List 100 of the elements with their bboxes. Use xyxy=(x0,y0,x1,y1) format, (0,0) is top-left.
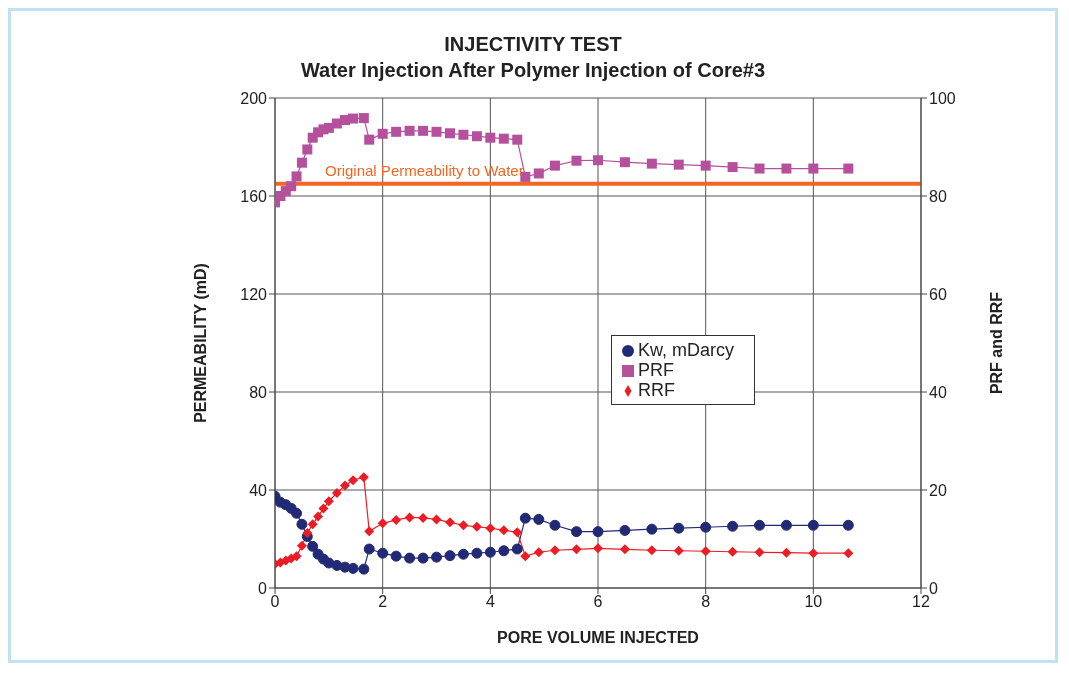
y2-tick-label: 40 xyxy=(929,383,947,401)
point xyxy=(549,545,560,556)
point xyxy=(646,523,658,535)
point xyxy=(519,512,531,524)
y2-axis-title: PRF and RRF xyxy=(987,291,1005,395)
point xyxy=(302,528,313,539)
y2-tick-label: 0 xyxy=(929,579,938,597)
point xyxy=(471,131,482,142)
point xyxy=(364,526,375,537)
y2-tick-label: 60 xyxy=(929,285,947,303)
point xyxy=(485,132,496,143)
y-tick-label: 80 xyxy=(249,383,268,401)
legend-label: Kw, mDarcy xyxy=(638,340,735,360)
point xyxy=(593,543,604,554)
point xyxy=(673,545,684,556)
point xyxy=(781,547,792,558)
point xyxy=(404,552,416,564)
point xyxy=(291,551,302,562)
point xyxy=(754,519,765,531)
point xyxy=(418,125,429,136)
point xyxy=(358,563,370,575)
point xyxy=(444,550,456,562)
point xyxy=(619,157,630,168)
point xyxy=(458,520,469,531)
point xyxy=(296,157,307,168)
point xyxy=(363,543,375,555)
y-tick-label: 0 xyxy=(258,579,268,597)
point xyxy=(498,133,509,144)
point xyxy=(348,475,359,486)
point xyxy=(331,487,342,498)
point xyxy=(348,113,359,124)
point xyxy=(302,144,313,155)
point xyxy=(842,519,854,531)
point xyxy=(291,507,303,519)
y-tick-label: 200 xyxy=(240,89,268,107)
point xyxy=(619,524,631,536)
point xyxy=(377,518,388,529)
point xyxy=(471,521,482,532)
point xyxy=(458,129,469,140)
point xyxy=(754,163,765,174)
point xyxy=(307,540,319,552)
point xyxy=(700,546,711,557)
point xyxy=(727,162,738,173)
point xyxy=(512,134,523,145)
point xyxy=(673,159,684,170)
point xyxy=(646,158,657,169)
point xyxy=(286,181,297,192)
x-tick-label: 2 xyxy=(378,593,388,611)
x-tick-label: 8 xyxy=(701,593,711,611)
chart-subtitle: Water Injection After Polymer Injection of Core#3 xyxy=(299,58,767,83)
point xyxy=(754,547,765,558)
point xyxy=(358,113,369,124)
x-tick-label: 12 xyxy=(912,593,930,611)
point xyxy=(444,517,455,528)
point xyxy=(431,514,442,525)
point xyxy=(646,545,657,556)
point xyxy=(843,548,854,559)
y2-tick-label: 100 xyxy=(929,89,956,107)
point xyxy=(431,551,443,563)
point xyxy=(404,125,415,136)
point xyxy=(592,526,604,538)
point xyxy=(700,160,711,171)
legend-label: PRF xyxy=(638,360,674,380)
point xyxy=(377,128,388,139)
legend-label: RRF xyxy=(638,380,675,400)
point xyxy=(498,545,510,557)
point xyxy=(619,544,630,555)
point xyxy=(781,163,792,174)
y-axis-title: PERMEABILITY (mD) xyxy=(191,263,209,423)
y2-tick-label: 20 xyxy=(929,481,947,499)
chart-title: INJECTIVITY TEST xyxy=(443,32,623,57)
y-tick-label: 40 xyxy=(249,481,268,499)
x-axis-title: PORE VOLUME INJECTED xyxy=(497,629,699,646)
point xyxy=(673,522,685,534)
point xyxy=(498,525,509,536)
point xyxy=(347,562,359,574)
point xyxy=(418,512,429,523)
point xyxy=(549,519,561,531)
point xyxy=(291,171,302,182)
point xyxy=(444,128,455,139)
point xyxy=(358,472,369,483)
point xyxy=(549,160,560,171)
point xyxy=(520,551,531,562)
point xyxy=(571,544,582,555)
point xyxy=(808,548,819,559)
point xyxy=(471,547,483,559)
point xyxy=(307,519,318,530)
point xyxy=(296,518,308,530)
point xyxy=(727,546,738,557)
point xyxy=(533,547,544,558)
point xyxy=(485,523,496,534)
x-tick-label: 0 xyxy=(270,593,280,611)
point xyxy=(404,512,415,523)
point xyxy=(484,546,496,558)
y2-tick-label: 80 xyxy=(929,187,947,205)
point xyxy=(390,550,402,562)
point xyxy=(571,155,582,166)
point xyxy=(593,155,604,166)
point xyxy=(780,519,792,531)
point xyxy=(533,513,545,525)
